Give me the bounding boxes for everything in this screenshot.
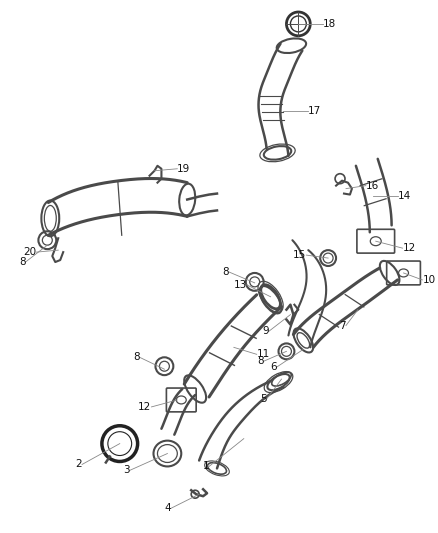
Text: 5: 5	[260, 394, 267, 404]
Text: 12: 12	[138, 402, 152, 412]
Text: 8: 8	[257, 356, 264, 366]
Text: 16: 16	[366, 181, 379, 191]
Text: 14: 14	[398, 191, 411, 200]
Text: 19: 19	[177, 164, 191, 174]
Text: 11: 11	[257, 349, 270, 359]
Text: 18: 18	[323, 19, 336, 29]
Text: 15: 15	[293, 250, 306, 260]
Text: 10: 10	[422, 275, 435, 285]
Text: 3: 3	[123, 465, 130, 475]
Text: 13: 13	[233, 280, 247, 290]
Text: 8: 8	[222, 267, 229, 277]
Text: 9: 9	[262, 327, 268, 336]
Text: 17: 17	[308, 106, 321, 116]
Text: 6: 6	[270, 362, 276, 372]
Text: 7: 7	[339, 320, 346, 330]
Text: 1: 1	[202, 462, 209, 471]
Text: 20: 20	[23, 247, 36, 257]
Text: 12: 12	[403, 243, 416, 253]
Text: 8: 8	[133, 352, 140, 362]
Text: 2: 2	[75, 459, 82, 470]
Text: 8: 8	[19, 257, 25, 267]
Text: 4: 4	[165, 503, 171, 513]
